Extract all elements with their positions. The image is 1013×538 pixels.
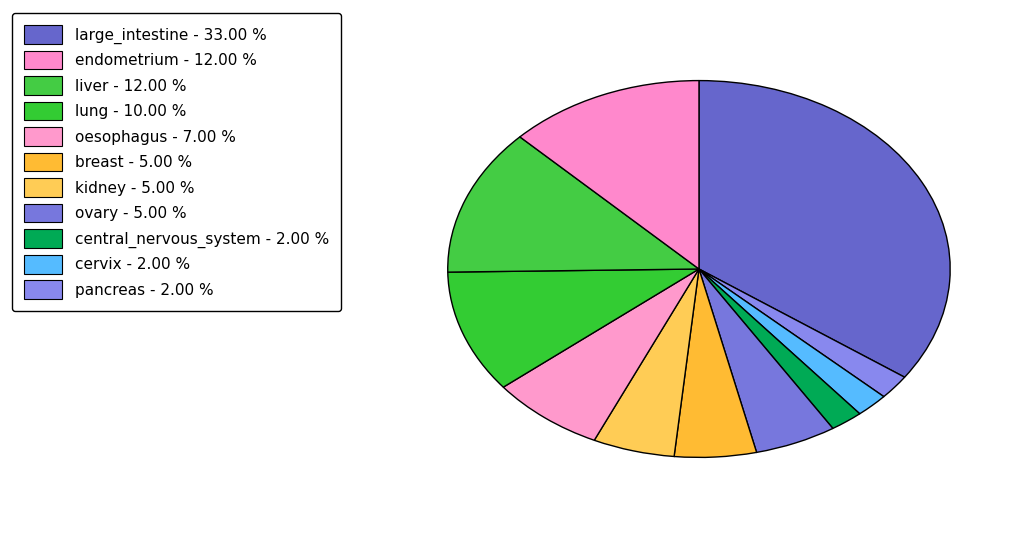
Wedge shape [520,81,699,269]
Wedge shape [448,137,699,272]
Wedge shape [699,81,950,377]
Legend: large_intestine - 33.00 %, endometrium - 12.00 %, liver - 12.00 %, lung - 10.00 : large_intestine - 33.00 %, endometrium -… [12,13,341,312]
Wedge shape [595,269,699,456]
Wedge shape [674,269,757,457]
Wedge shape [699,269,883,414]
Wedge shape [699,269,905,397]
Wedge shape [699,269,833,452]
Wedge shape [699,269,860,428]
Wedge shape [448,269,699,387]
Wedge shape [503,269,699,440]
